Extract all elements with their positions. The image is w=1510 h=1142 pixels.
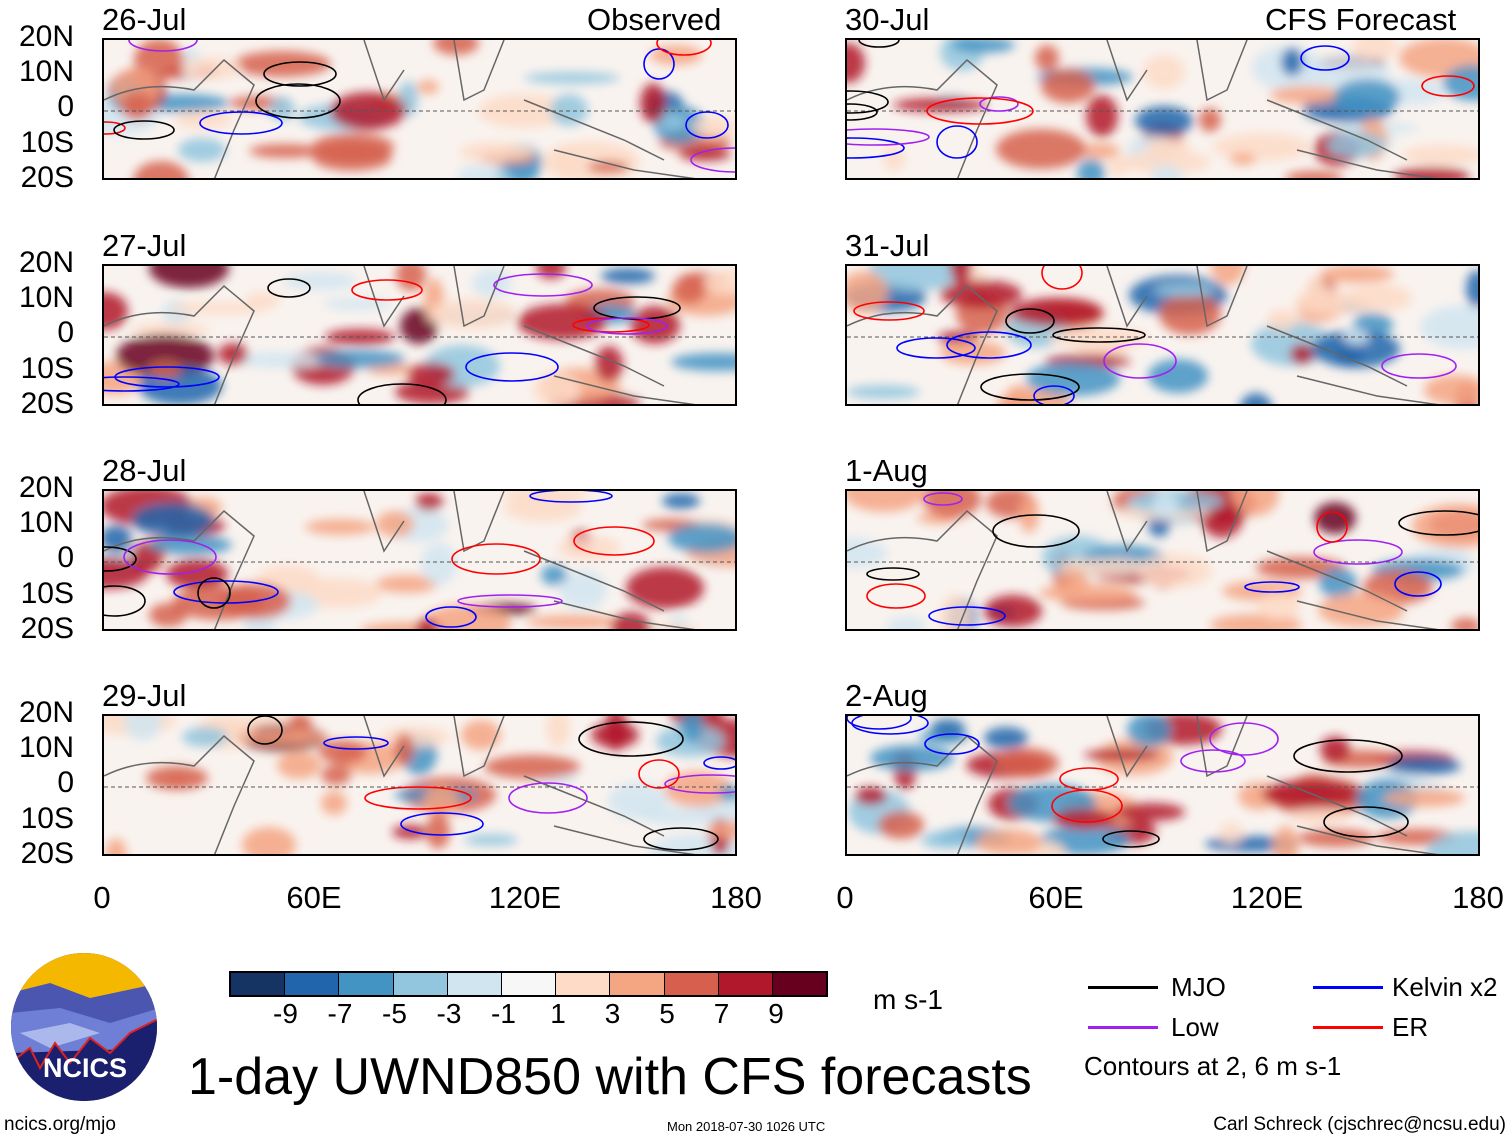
colorbar <box>229 971 829 997</box>
y-tick-label: 0 <box>57 316 74 349</box>
colorbar-swatch <box>610 973 665 995</box>
colorbar-swatch <box>664 973 719 995</box>
colorbar-swatch <box>501 973 557 995</box>
colorbar-swatch <box>285 973 340 995</box>
x-tick-left-120e: 120E <box>488 880 562 915</box>
colorbar-units: m s-1 <box>873 984 943 1015</box>
y-tick-label: 10N <box>18 506 74 539</box>
y-tick-label: 20N <box>18 20 74 53</box>
legend-label-kelvin: Kelvin x2 <box>1392 972 1498 1002</box>
y-tick-label: 10S <box>20 802 74 835</box>
colorbar-tick-label: -3 <box>436 998 462 1029</box>
legend-line-kelvin <box>1313 986 1383 989</box>
map-panel <box>845 38 1480 180</box>
colorbar-swatch <box>339 973 394 995</box>
y-tick-label: 20S <box>20 837 74 870</box>
legend-line-low <box>1088 1026 1158 1029</box>
y-tick-label: 20N <box>18 246 74 279</box>
colorbar-tick-label: 7 <box>713 998 730 1029</box>
colorbar-swatch <box>447 973 502 995</box>
footer-author: Carl Schreck (cjschrec@ncsu.edu) <box>1213 1114 1506 1135</box>
map-panel <box>845 264 1480 406</box>
x-tick-left-0: 0 <box>93 880 111 915</box>
colorbar-swatch <box>556 973 611 995</box>
panel-date-label: 27-Jul <box>102 228 187 263</box>
footer-timestamp: Mon 2018-07-30 1026 UTC <box>667 1119 826 1134</box>
x-tick-right-60e: 60E <box>1028 880 1084 915</box>
y-tick-label: 20S <box>20 161 74 194</box>
panel-date-label: 29-Jul <box>102 678 187 713</box>
y-tick-label: 10N <box>18 281 74 314</box>
map-panel <box>845 489 1480 631</box>
y-tick-label: 0 <box>57 766 74 799</box>
panel-date-label: 26-Jul <box>102 2 187 37</box>
cfs-forecast-label: CFS Forecast <box>1265 2 1457 37</box>
map-panel <box>102 714 737 856</box>
x-tick-right-120e: 120E <box>1230 880 1304 915</box>
map-panel <box>102 489 737 631</box>
footer-url[interactable]: ncics.org/mjo <box>4 1114 116 1135</box>
colorbar-swatch <box>772 973 827 995</box>
y-tick-label: 10S <box>20 577 74 610</box>
observed-label: Observed <box>587 2 722 37</box>
panel-date-label: 30-Jul <box>845 2 930 37</box>
panel-date-label: 1-Aug <box>845 453 928 488</box>
x-tick-right-180: 180 <box>1452 880 1504 915</box>
legend-line-er <box>1313 1026 1383 1029</box>
panel-date-label: 31-Jul <box>845 228 930 263</box>
legend-line-mjo <box>1088 986 1158 989</box>
contour-note: Contours at 2, 6 m s-1 <box>1084 1051 1342 1081</box>
colorbar-tick-label: 3 <box>604 998 621 1029</box>
colorbar-tick-label: -5 <box>382 998 407 1029</box>
colorbar-tick-label: 1 <box>550 998 566 1029</box>
x-tick-left-180: 180 <box>710 880 762 915</box>
figure-title: 1-day UWND850 with CFS forecasts <box>188 1048 1032 1106</box>
colorbar-swatch <box>718 973 773 995</box>
colorbar-tick-label: -1 <box>491 998 516 1029</box>
logo-text: NCICS <box>43 1053 127 1083</box>
colorbar-tick-label: 9 <box>768 998 784 1029</box>
colorbar-swatch <box>231 973 286 995</box>
y-tick-label: 0 <box>57 541 74 574</box>
y-tick-label: 10N <box>18 731 74 764</box>
colorbar-tick-label: -7 <box>327 998 353 1029</box>
map-panel <box>102 264 737 406</box>
legend-label-low: Low <box>1171 1012 1219 1042</box>
y-tick-label: 20N <box>18 696 74 729</box>
y-tick-label: 10S <box>20 352 74 385</box>
y-tick-label: 20N <box>18 471 74 504</box>
panel-date-label: 28-Jul <box>102 453 187 488</box>
panel-date-label: 2-Aug <box>845 678 928 713</box>
x-tick-left-60e: 60E <box>286 880 342 915</box>
y-tick-label: 0 <box>57 90 74 123</box>
colorbar-swatch <box>393 973 448 995</box>
y-tick-label: 20S <box>20 387 74 420</box>
ncics-logo: NCICS <box>11 953 157 1101</box>
x-tick-right-0: 0 <box>836 880 854 915</box>
y-tick-label: 10S <box>20 126 74 159</box>
y-tick-label: 20S <box>20 612 74 645</box>
colorbar-tick-label: 5 <box>659 998 675 1029</box>
legend-label-mjo: MJO <box>1171 972 1226 1002</box>
map-panel <box>845 714 1480 856</box>
colorbar-tick-label: -9 <box>273 998 298 1029</box>
map-panel <box>102 38 737 180</box>
legend-label-er: ER <box>1392 1012 1429 1042</box>
y-tick-label: 10N <box>18 55 74 88</box>
